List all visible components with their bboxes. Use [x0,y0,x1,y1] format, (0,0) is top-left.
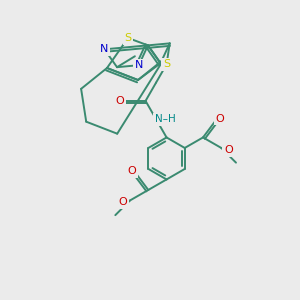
Text: O: O [115,96,124,106]
Text: O: O [127,166,136,176]
Text: O: O [215,114,224,124]
Text: S: S [124,33,132,43]
Text: N: N [135,60,143,70]
Text: N–H: N–H [155,114,176,124]
Text: O: O [224,145,233,155]
Text: N: N [100,44,109,54]
Text: S: S [163,59,170,69]
Text: O: O [118,197,127,207]
